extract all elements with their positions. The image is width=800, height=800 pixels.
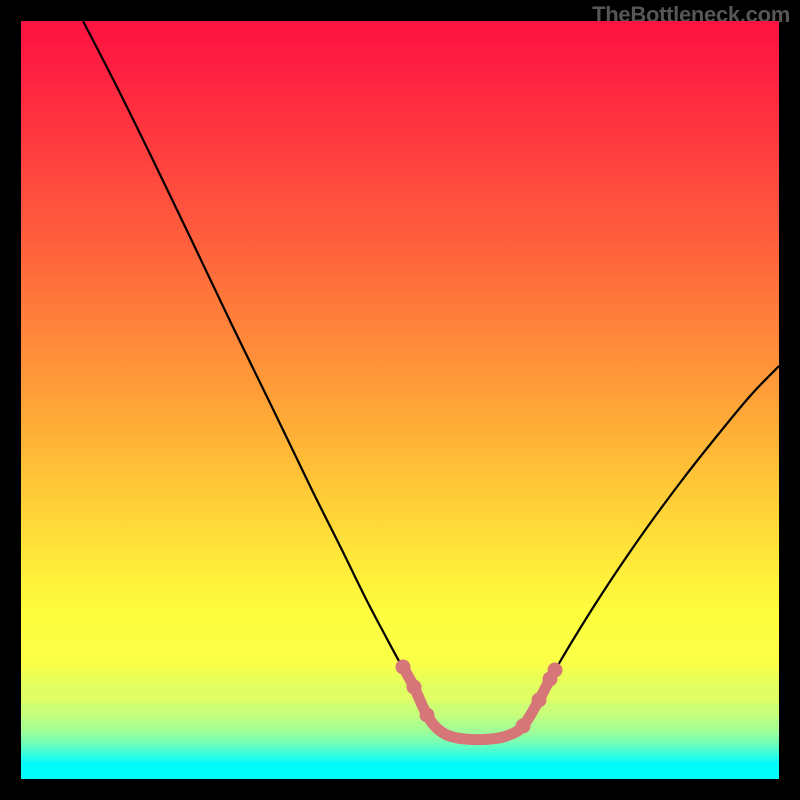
highlight-marker [548,663,563,678]
highlight-marker [516,719,531,734]
chart-svg [21,21,779,779]
highlight-marker [420,708,435,723]
plot-area [21,21,779,779]
highlight-marker [532,693,547,708]
highlight-marker [396,660,411,675]
bottleneck-chart: TheBottleneck.com [0,0,800,800]
highlight-marker [407,680,422,695]
